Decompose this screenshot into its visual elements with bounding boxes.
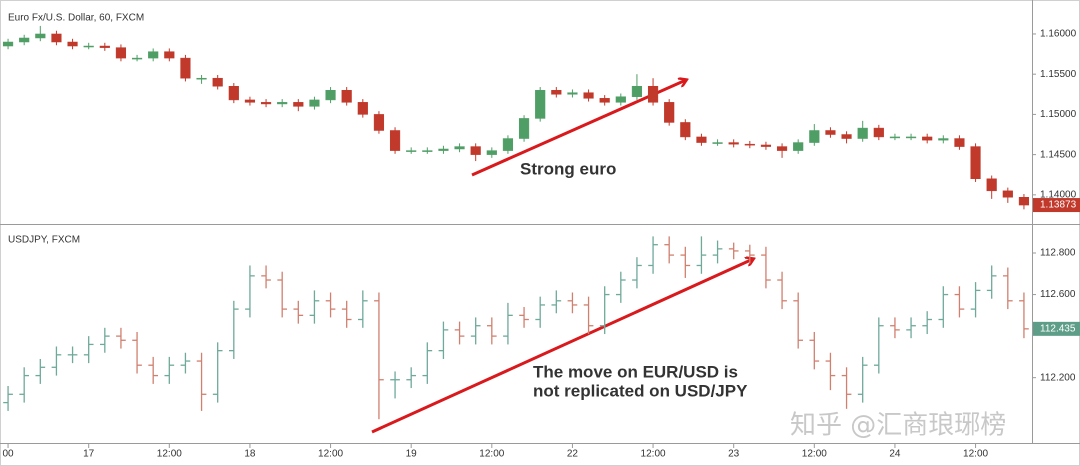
candle-body [857,127,868,139]
candle-body [293,102,304,107]
candle-body [647,85,659,103]
x-tick-label: 12:00 [479,449,504,460]
x-tick-label: 17 [83,449,95,460]
y-tick-label: 1.15000 [1040,109,1077,120]
candle-body [954,138,965,147]
candle-body [83,45,94,48]
candle-body [99,45,110,48]
x-tick-label: 23 [728,449,740,460]
candle-body [260,102,272,105]
annotation: Strong euro [520,159,616,178]
candle-body [986,178,997,192]
annotation: not replicated on USD/JPY [533,381,748,400]
candle-body [938,138,949,141]
candle-body [905,136,917,139]
last-price-label: 1.13873 [1040,200,1077,211]
candle-body [567,92,578,95]
x-tick-label: 22 [567,449,579,460]
y-tick-label: 1.15500 [1040,69,1077,80]
candle-body [518,118,530,139]
candle-body [664,102,675,123]
candle-body [1002,190,1013,198]
last-price-label: 112.435 [1040,323,1076,334]
y-tick-label: 112.800 [1040,248,1076,259]
watermark: 知乎 @汇商琅琊榜 [790,411,1006,441]
candle-body [599,98,610,103]
x-tick-label: 00 [3,449,15,460]
candle-body [696,136,707,143]
candle-body [277,102,288,105]
arrow [371,259,753,434]
candle-body [373,114,385,131]
candle-body [67,41,78,47]
candle-body [309,99,320,107]
y-tick-label: 1.16000 [1040,29,1077,40]
x-tick-label: 12:00 [802,449,827,460]
candle-body [760,144,772,147]
candle-body [873,127,884,138]
candle-body [51,33,62,43]
candle-body [1018,197,1030,206]
candle-body [535,90,546,119]
y-tick-label: 1.14000 [1040,189,1077,200]
y-tick-label: 112.200 [1040,372,1076,383]
candle-body [502,138,514,151]
candle-body [744,143,755,146]
last-price-badge [1033,198,1080,213]
candle-body [148,51,159,59]
candle-body [889,136,901,139]
candle-body [228,85,239,101]
candle-body [486,150,497,155]
x-tick-label: 12:00 [157,449,182,460]
candle-body [583,92,594,99]
candle-body [728,142,739,145]
x-tick-label: 18 [244,449,256,460]
y-tick-label: 112.600 [1040,289,1076,300]
candle-body [35,33,46,39]
candle-body [406,150,417,152]
candle-body [325,90,336,101]
candle-body [712,142,723,144]
pane-title: USDJPY, FXCM [8,235,80,246]
candle-body [244,99,256,103]
x-tick-label: 19 [406,449,418,460]
x-tick-label: 12:00 [641,449,666,460]
candle-body [825,130,836,135]
candle-body [551,90,562,95]
candle-body [438,148,449,151]
x-tick-label: 12:00 [963,449,988,460]
x-tick-label: 12:00 [318,449,343,460]
candle-body [422,150,433,152]
y-tick-label: 1.14500 [1040,149,1077,160]
candle-body [115,47,127,59]
candle-body [470,146,481,155]
candle-body [793,142,804,151]
candle-body [809,130,820,143]
pane-title: Euro Fx/U.S. Dollar, 60, FXCM [8,13,144,24]
candle-body [164,51,175,59]
candle-body [341,90,352,103]
last-price-badge [1033,321,1080,336]
x-tick-label: 24 [889,449,901,460]
candle-body [389,130,401,151]
candle-body [841,134,852,139]
candle-body [212,77,223,87]
candle-body [131,57,143,60]
candle-body [615,96,626,103]
candle-body [970,146,981,180]
candle-body [631,85,643,97]
candle-body [922,136,933,141]
candle-body [196,77,207,80]
candle-body [680,122,691,138]
candle-body [19,37,30,43]
candle-body [454,146,465,150]
candle-body [357,102,368,115]
candle-body [180,57,191,79]
candle-body [776,146,788,151]
candle-body [2,41,14,47]
annotation: The move on EUR/USD is [533,362,738,381]
